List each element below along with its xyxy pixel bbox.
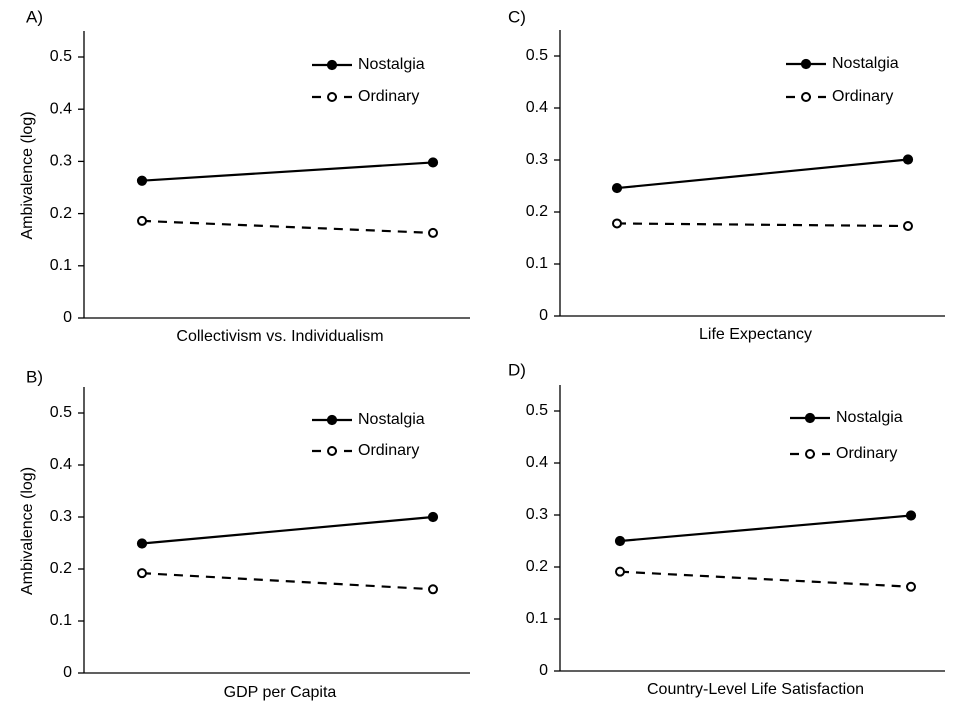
- y-tick-label: 0.5: [50, 48, 72, 65]
- data-point: [614, 535, 626, 547]
- legend-marker: [327, 446, 337, 456]
- legend-label: Ordinary: [832, 88, 893, 105]
- y-tick-label: 0.2: [50, 205, 72, 222]
- series-line: [141, 219, 434, 235]
- series-line: [141, 161, 434, 182]
- y-tick-label: 0.4: [50, 456, 72, 473]
- series-nostalgia: [136, 511, 439, 549]
- legend-label: Nostalgia: [358, 56, 425, 73]
- legend-marker: [327, 92, 337, 102]
- series-nostalgia: [614, 510, 917, 547]
- y-tick-label: 0.1: [50, 612, 72, 629]
- y-tick-label: 0: [63, 664, 72, 681]
- data-point: [428, 584, 438, 595]
- y-tick-label: 0: [539, 307, 548, 324]
- legend-entry: Nostalgia: [790, 409, 903, 426]
- data-point: [136, 175, 148, 186]
- x-axis-title: Life Expectancy: [699, 326, 812, 343]
- y-tick-label: 0: [63, 309, 72, 326]
- legend-entry: Nostalgia: [312, 411, 425, 428]
- series-line: [619, 570, 912, 588]
- series-line: [619, 514, 912, 543]
- legend-label: Nostalgia: [358, 411, 425, 428]
- y-tick-label: 0.4: [50, 100, 72, 117]
- data-point: [611, 182, 623, 194]
- x-axis-title: Country-Level Life Satisfaction: [647, 681, 864, 698]
- legend-marker: [804, 412, 816, 424]
- legend-label: Ordinary: [836, 445, 897, 462]
- series-nostalgia: [611, 154, 914, 194]
- y-tick-label: 0.5: [526, 47, 548, 64]
- y-tick-label: 0.3: [526, 151, 548, 168]
- y-tick-label: 0.3: [526, 506, 548, 523]
- panel-label: D): [508, 360, 526, 379]
- panel-label: A): [26, 7, 43, 26]
- y-tick-label: 0.5: [526, 402, 548, 419]
- series-ordinary: [615, 566, 916, 592]
- data-point: [615, 566, 625, 577]
- series-line: [616, 222, 909, 228]
- data-point: [905, 510, 917, 521]
- legend-marker: [805, 449, 815, 459]
- legend-entry: Nostalgia: [786, 55, 899, 72]
- legend-label: Ordinary: [358, 88, 419, 105]
- legend-label: Nostalgia: [832, 55, 899, 72]
- legend-entry: Ordinary: [312, 442, 419, 459]
- legend-label: Ordinary: [358, 442, 419, 459]
- chart-panel-2: B) 0 0.1 0.2 0.3 0.4 0.5 Ambivalence (log) GDP p…: [19, 367, 470, 701]
- legend-entry: Ordinary: [312, 88, 419, 105]
- panel-label: B): [26, 367, 43, 386]
- panel-label: C): [508, 7, 526, 26]
- legend-marker: [326, 414, 338, 426]
- y-tick-label: 0.3: [50, 508, 72, 525]
- y-tick-label: 0.3: [50, 153, 72, 170]
- y-tick-label: 0.1: [526, 255, 548, 272]
- y-tick-label: 0.5: [50, 404, 72, 421]
- data-point: [903, 221, 913, 232]
- data-point: [906, 581, 916, 592]
- y-tick-label: 0.4: [526, 454, 548, 471]
- legend-label: Nostalgia: [836, 409, 903, 426]
- legend-marker: [801, 92, 811, 102]
- y-tick-label: 0.2: [526, 203, 548, 220]
- series-ordinary: [612, 218, 913, 232]
- x-axis-title: GDP per Capita: [224, 684, 337, 701]
- legend-entry: Ordinary: [790, 445, 897, 462]
- y-axis-title: Ambivalence (log): [19, 111, 36, 239]
- y-axis-title: Ambivalence (log): [19, 467, 36, 595]
- series-nostalgia: [136, 157, 439, 186]
- series-line: [141, 572, 434, 591]
- legend-entry: Nostalgia: [312, 56, 425, 73]
- legend-marker: [326, 59, 338, 71]
- data-point: [902, 154, 914, 165]
- chart-panel-1: A) 0 0.1 0.2 0.3 0.4 0.5 Ambivalence (log) Colle…: [19, 7, 470, 345]
- data-point: [427, 511, 439, 523]
- data-point: [137, 568, 147, 579]
- data-point: [137, 215, 147, 226]
- y-tick-label: 0: [539, 662, 548, 679]
- data-point: [136, 538, 148, 549]
- data-point: [612, 218, 622, 229]
- y-tick-label: 0.4: [526, 99, 548, 116]
- series-ordinary: [137, 568, 438, 595]
- y-tick-label: 0.1: [526, 610, 548, 627]
- series-line: [616, 158, 909, 190]
- chart-panel-4: D) 0 0.1 0.2 0.3 0.4 0.5 Country-Level Life Sat…: [508, 360, 945, 698]
- series-line: [141, 515, 434, 545]
- y-tick-label: 0.2: [50, 560, 72, 577]
- y-tick-label: 0.2: [526, 558, 548, 575]
- data-point: [427, 157, 439, 168]
- series-ordinary: [137, 215, 438, 238]
- legend-marker: [800, 58, 812, 70]
- legend-entry: Ordinary: [786, 88, 893, 105]
- data-point: [428, 227, 438, 238]
- y-tick-label: 0.1: [50, 257, 72, 274]
- chart-panel-3: C) 0 0.1 0.2 0.3 0.4 0.5 Life Expectancy Nostalg…: [508, 7, 945, 343]
- x-axis-title: Collectivism vs. Individualism: [176, 328, 383, 345]
